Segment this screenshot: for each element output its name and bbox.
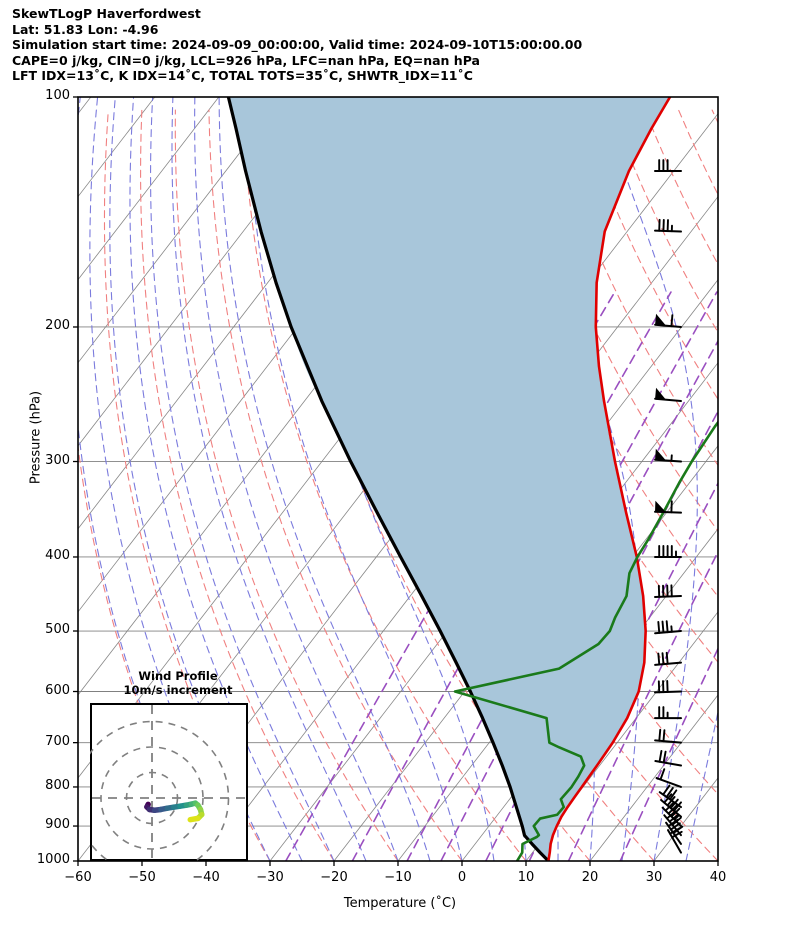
y-tick-label: 500: [45, 622, 70, 637]
x-tick-label: 40: [709, 870, 727, 885]
y-tick-label: 400: [45, 547, 70, 563]
x-tick-label: −40: [192, 870, 220, 885]
x-tick-label: −10: [384, 870, 412, 885]
x-tick-label: 30: [645, 870, 663, 885]
x-axis-title: Temperature (˚C): [343, 896, 457, 911]
hodograph-title: Wind Profile 10m/s increment: [108, 669, 248, 697]
x-tick-label: −30: [256, 870, 284, 885]
header-cape-line: CAPE=0 j/kg, CIN=0 j/kg, LCL=926 hPa, LF…: [12, 52, 480, 68]
x-tick-label: −60: [64, 870, 92, 885]
x-tick-label: 10: [517, 870, 535, 885]
hodograph-title-line1: Wind Profile: [138, 669, 218, 683]
y-tick-label: 800: [45, 777, 70, 793]
y-axis-title: Pressure (hPa): [28, 390, 44, 485]
header-title: SkewTLogP Haverfordwest: [12, 6, 201, 21]
x-tick-label: 0: [457, 870, 467, 885]
x-tick-label: −20: [320, 870, 348, 885]
header-indices-line: LFT IDX=13˚C, K IDX=14˚C, TOTAL TOTS=35˚…: [12, 68, 473, 84]
hodograph-title-line2: 10m/s increment: [123, 683, 233, 697]
header-times: Simulation start time: 2024-09-09_00:00:…: [12, 37, 583, 53]
y-tick-label: 100: [45, 88, 70, 103]
x-tick-label: 20: [581, 870, 599, 885]
y-tick-label: 600: [45, 682, 70, 698]
header-latlon: Lat: 51.83 Lon: -4.96: [12, 21, 159, 37]
y-tick-label: 900: [45, 817, 70, 833]
hodograph-inset: [90, 703, 248, 861]
y-tick-label: 1000: [36, 852, 70, 867]
y-tick-label: 700: [45, 733, 70, 749]
y-tick-label: 200: [45, 317, 70, 333]
x-tick-label: −50: [128, 870, 156, 885]
y-tick-label: 300: [45, 452, 70, 468]
figure-header: SkewTLogP Haverfordwest Lat: 51.83 Lon: …: [12, 6, 782, 84]
